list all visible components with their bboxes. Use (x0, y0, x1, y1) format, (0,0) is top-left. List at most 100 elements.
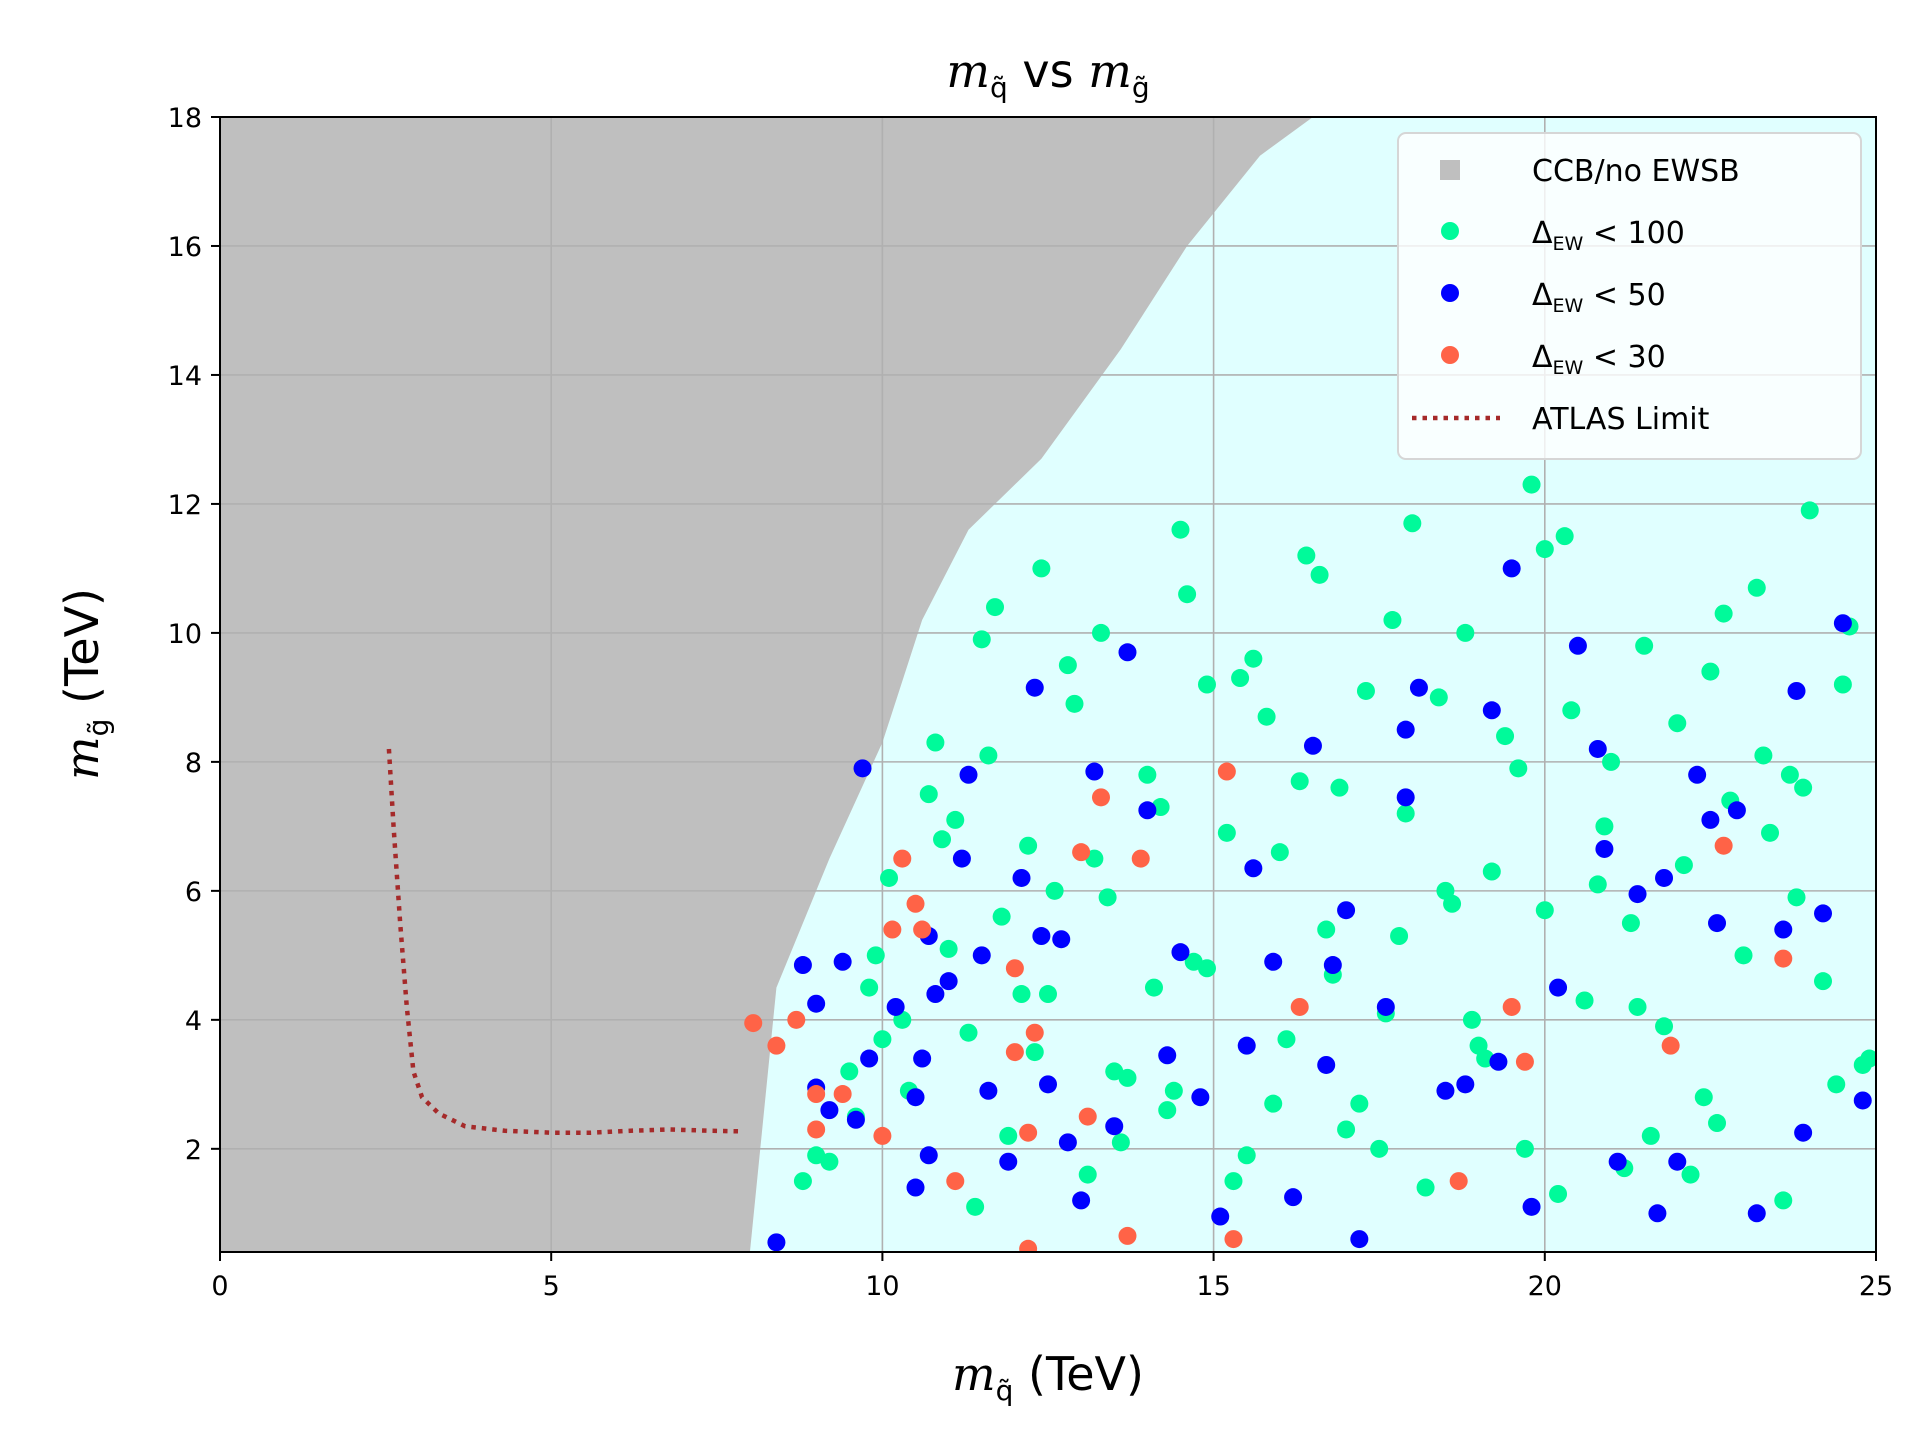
point-dew50 (939, 972, 958, 991)
point-dew100 (1045, 881, 1064, 900)
point-dew50 (807, 994, 826, 1013)
legend-dew100-rest: < 100 (1583, 216, 1684, 251)
point-dew100 (1158, 1101, 1177, 1120)
legend-box (1397, 132, 1862, 460)
point-dew100 (1588, 875, 1607, 894)
point-dew100 (1224, 1172, 1243, 1191)
point-dew30 (913, 920, 932, 939)
point-dew50 (1237, 1036, 1256, 1055)
point-dew100 (939, 939, 958, 958)
x-axis-subscript: q̃ (996, 1374, 1014, 1407)
chart-title: mq̃ vs mg̃ (946, 44, 1149, 104)
y-tick-label: 18 (168, 103, 202, 134)
point-dew100 (966, 1197, 985, 1216)
point-dew100 (933, 830, 952, 849)
point-dew50 (919, 1146, 938, 1165)
point-dew30 (1005, 959, 1024, 978)
point-dew50 (972, 946, 991, 965)
point-dew50 (1628, 885, 1647, 904)
legend-label-ccb: CCB/no EWSB (1532, 154, 1740, 189)
point-dew50 (1482, 701, 1501, 720)
point-dew30 (883, 920, 902, 939)
point-dew100 (1761, 823, 1780, 842)
point-dew50 (1396, 720, 1415, 739)
point-dew100 (1144, 978, 1163, 997)
point-dew100 (1668, 714, 1687, 733)
legend-marker-dew100 (1441, 222, 1459, 240)
point-dew30 (1019, 1123, 1038, 1142)
point-dew100 (1370, 1139, 1389, 1158)
point-dew100 (1078, 1165, 1097, 1184)
legend-dew30-base: Δ (1532, 340, 1553, 375)
point-dew100 (1515, 1139, 1534, 1158)
point-dew100 (1237, 1146, 1256, 1165)
point-dew50 (906, 1088, 925, 1107)
point-dew30 (893, 849, 912, 868)
point-dew100 (1780, 765, 1799, 784)
point-dew100 (1602, 752, 1621, 771)
point-dew30 (1019, 1239, 1038, 1252)
point-dew100 (1277, 1030, 1296, 1049)
x-tick-label: 5 (543, 1271, 560, 1302)
point-dew50 (1376, 997, 1395, 1016)
point-dew100 (1635, 636, 1654, 655)
y-tick-label: 6 (185, 877, 202, 908)
point-dew100 (1217, 823, 1236, 842)
point-dew30 (767, 1036, 786, 1055)
point-dew50 (1608, 1152, 1627, 1171)
point-dew100 (793, 1172, 812, 1191)
point-dew100 (1535, 540, 1554, 559)
point-dew100 (1390, 927, 1409, 946)
legend-marker-ccb (1440, 160, 1460, 180)
point-dew100 (1184, 952, 1203, 971)
point-dew100 (840, 1062, 859, 1081)
point-dew50 (1502, 559, 1521, 578)
point-dew50 (1317, 1055, 1336, 1074)
point-dew50 (1118, 643, 1137, 662)
y-tick-label: 8 (185, 748, 202, 779)
point-dew50 (979, 1081, 998, 1100)
point-dew30 (1661, 1036, 1680, 1055)
point-dew50 (1727, 801, 1746, 820)
point-dew50 (1072, 1191, 1091, 1210)
point-dew50 (1456, 1075, 1475, 1094)
point-dew30 (873, 1126, 892, 1145)
point-dew100 (1774, 1191, 1793, 1210)
point-dew30 (1290, 997, 1309, 1016)
point-dew100 (1025, 1043, 1044, 1062)
point-dew100 (1403, 514, 1422, 533)
y-axis-label: mg̃ (TeV) (55, 588, 115, 780)
point-dew50 (1211, 1207, 1230, 1226)
point-dew50 (906, 1178, 925, 1197)
point-dew30 (1774, 949, 1793, 968)
point-dew50 (846, 1110, 865, 1129)
legend-dew30-rest: < 30 (1583, 340, 1665, 375)
point-dew100 (1257, 707, 1276, 726)
legend-dew100-sub: EW (1553, 233, 1584, 255)
point-dew50 (1489, 1052, 1508, 1071)
point-dew50 (913, 1049, 932, 1068)
point-dew50 (1032, 927, 1051, 946)
point-dew30 (1078, 1107, 1097, 1126)
point-dew50 (793, 956, 812, 975)
point-dew100 (1231, 669, 1250, 688)
point-dew100 (1443, 894, 1462, 913)
x-tick-label: 20 (1528, 1271, 1562, 1302)
point-dew50 (853, 759, 872, 778)
point-dew100 (1032, 559, 1051, 578)
point-dew30 (807, 1085, 826, 1104)
point-dew50 (1025, 678, 1044, 697)
point-dew50 (1323, 956, 1342, 975)
point-dew50 (1058, 1133, 1077, 1152)
legend-dew100-base: Δ (1532, 216, 1553, 251)
title-left-symbol: m (946, 44, 990, 98)
ccb-no-ewsb-region (220, 117, 1876, 1252)
point-dew100 (1012, 985, 1031, 1004)
point-dew100 (1827, 1075, 1846, 1094)
point-dew30 (1131, 849, 1150, 868)
x-tick-label: 0 (211, 1271, 228, 1302)
point-dew50 (1337, 901, 1356, 920)
point-dew100 (1310, 565, 1329, 584)
